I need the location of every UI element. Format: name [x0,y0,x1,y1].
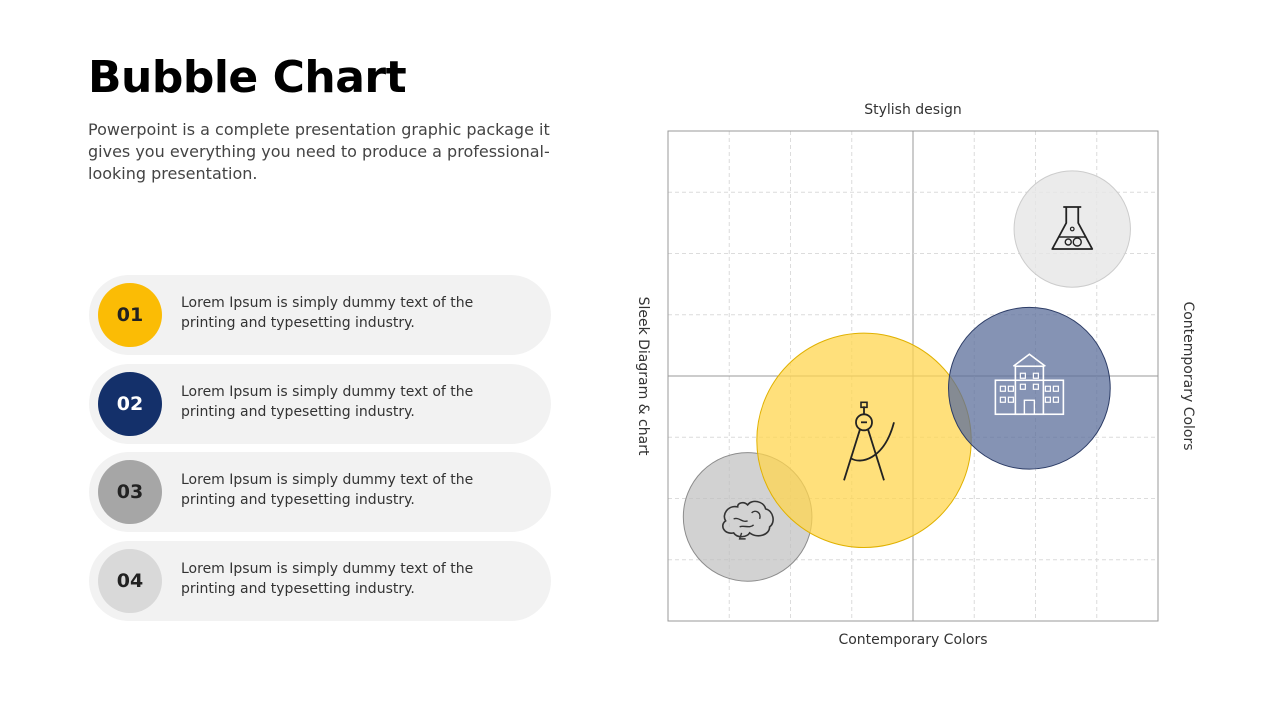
number-badge: 04 [98,548,162,613]
list-item-1: 01 Lorem Ipsum is simply dummy text of t… [89,275,551,355]
page-title: Bubble Chart [88,52,407,103]
bubble-circle [756,332,972,548]
bubble-3 [948,306,1111,470]
bubble-4 [1013,170,1131,288]
x-axis-label: Contemporary Colors [838,632,987,648]
number-badge: 02 [98,371,162,436]
list-item-3: 03 Lorem Ipsum is simply dummy text of t… [89,452,551,532]
number-badge: 01 [98,283,162,347]
list-item-text: Lorem Ipsum is simply dummy text of the … [181,383,474,420]
list-item-4: 04 Lorem Ipsum is simply dummy text of t… [89,540,551,621]
numbered-list: 01 Lorem Ipsum is simply dummy text of t… [89,275,551,629]
list-item-text: Lorem Ipsum is simply dummy text of the … [181,295,474,331]
page-subtitle: Powerpoint is a complete presentation gr… [88,120,550,183]
bubble-circle [1013,170,1131,288]
bubble-circle [948,306,1111,470]
bubbles [682,170,1131,582]
top-axis-label: Stylish design [864,102,962,118]
list-item-2: 02 Lorem Ipsum is simply dummy text of t… [89,363,551,444]
bubble-2 [756,332,972,548]
y-axis-label: Sleek Diagram & chart [635,297,651,456]
list-item-text: Lorem Ipsum is simply dummy text of the … [181,472,474,508]
list-item-text: Lorem Ipsum is simply dummy text of the … [181,560,474,597]
plot-frame [667,130,1159,622]
right-axis-label: Contemporary Colors [1180,301,1196,450]
number-badge: 03 [98,460,162,524]
